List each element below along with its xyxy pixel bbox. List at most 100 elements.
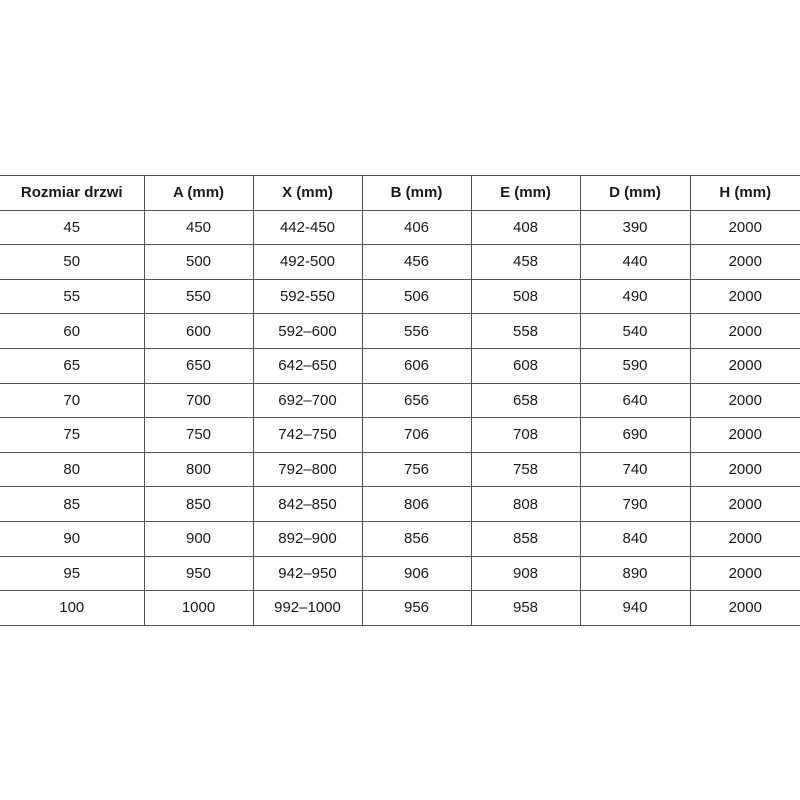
table-cell: 442-450 (252, 209, 363, 246)
table-cell: 906 (361, 555, 472, 592)
table-row: 65 650 642–650 606 608 590 2000 (0, 347, 800, 384)
table-header-row: Rozmiar drzwi A (mm) X (mm) B (mm) E (mm) D (… (0, 175, 800, 211)
table-row: 50 500 492-500 456 458 440 2000 (0, 244, 800, 280)
table-row: 100 1000 992–1000 956 958 940 2000 (0, 590, 800, 626)
table-cell: 2000 (689, 451, 800, 488)
table-cell: 592–600 (252, 313, 363, 349)
column-header: A (mm) (143, 175, 254, 211)
table-cell: 492-500 (252, 244, 363, 280)
column-header: E (mm) (470, 175, 581, 211)
table-cell: 506 (361, 278, 472, 315)
table-cell: 892–900 (252, 520, 363, 557)
table-cell: 80 (0, 451, 145, 488)
table-cell: 700 (143, 382, 254, 419)
table-cell: 740 (579, 451, 691, 488)
column-header: X (mm) (252, 175, 363, 211)
table-cell: 706 (361, 417, 472, 453)
table-cell: 2000 (689, 486, 800, 522)
table-cell: 65 (0, 347, 145, 384)
table-row: 55 550 592-550 506 508 490 2000 (0, 278, 800, 315)
table-row: 85 850 842–850 806 808 790 2000 (0, 486, 800, 522)
table-cell: 508 (470, 278, 581, 315)
table-cell: 2000 (689, 209, 800, 246)
table-cell: 55 (0, 278, 145, 315)
column-header: B (mm) (361, 175, 472, 211)
table-row: 75 750 742–750 706 708 690 2000 (0, 417, 800, 453)
table-row: 70 700 692–700 656 658 640 2000 (0, 382, 800, 419)
table-cell: 606 (361, 347, 472, 384)
table-cell: 692–700 (252, 382, 363, 419)
table-cell: 558 (470, 313, 581, 349)
table-cell: 456 (361, 244, 472, 280)
table-cell: 790 (579, 486, 691, 522)
table-cell: 850 (143, 486, 254, 522)
table-cell: 592-550 (252, 278, 363, 315)
table-cell: 992–1000 (252, 590, 363, 626)
table-cell: 2000 (689, 347, 800, 384)
table-cell: 556 (361, 313, 472, 349)
table-cell: 458 (470, 244, 581, 280)
table-cell: 75 (0, 417, 145, 453)
table-cell: 656 (361, 382, 472, 419)
table-cell: 440 (579, 244, 691, 280)
table-cell: 640 (579, 382, 691, 419)
table-cell: 2000 (689, 417, 800, 453)
table-cell: 650 (143, 347, 254, 384)
table-row: 80 800 792–800 756 758 740 2000 (0, 451, 800, 488)
table-cell: 50 (0, 244, 145, 280)
table-cell: 908 (470, 555, 581, 592)
table-cell: 792–800 (252, 451, 363, 488)
table-cell: 590 (579, 347, 691, 384)
table-cell: 750 (143, 417, 254, 453)
table-cell: 2000 (689, 278, 800, 315)
table-row: 95 950 942–950 906 908 890 2000 (0, 555, 800, 592)
table-cell: 808 (470, 486, 581, 522)
table-cell: 642–650 (252, 347, 363, 384)
table-cell: 1000 (143, 590, 254, 626)
table-cell: 100 (0, 590, 145, 626)
table-cell: 742–750 (252, 417, 363, 453)
table-cell: 45 (0, 209, 145, 246)
table-cell: 450 (143, 209, 254, 246)
table-cell: 406 (361, 209, 472, 246)
table-cell: 2000 (689, 555, 800, 592)
table-cell: 756 (361, 451, 472, 488)
table-cell: 956 (361, 590, 472, 626)
table-cell: 70 (0, 382, 145, 419)
table-cell: 958 (470, 590, 581, 626)
table-cell: 840 (579, 520, 691, 557)
table-cell: 858 (470, 520, 581, 557)
dimensions-table: Rozmiar drzwi A (mm) X (mm) B (mm) E (mm) D (… (0, 175, 800, 626)
table-cell: 806 (361, 486, 472, 522)
column-header: Rozmiar drzwi (0, 175, 145, 211)
table-cell: 490 (579, 278, 691, 315)
column-header: D (mm) (579, 175, 691, 211)
table-cell: 390 (579, 209, 691, 246)
table-cell: 2000 (689, 244, 800, 280)
table-cell: 758 (470, 451, 581, 488)
table-cell: 540 (579, 313, 691, 349)
table-cell: 708 (470, 417, 581, 453)
table-cell: 600 (143, 313, 254, 349)
table-row: 90 900 892–900 856 858 840 2000 (0, 520, 800, 557)
table-cell: 95 (0, 555, 145, 592)
table-cell: 942–950 (252, 555, 363, 592)
table-cell: 2000 (689, 313, 800, 349)
table-cell: 690 (579, 417, 691, 453)
table-cell: 550 (143, 278, 254, 315)
table-cell: 2000 (689, 520, 800, 557)
table-cell: 60 (0, 313, 145, 349)
table-cell: 2000 (689, 382, 800, 419)
table-cell: 408 (470, 209, 581, 246)
table-cell: 608 (470, 347, 581, 384)
table-cell: 856 (361, 520, 472, 557)
table-cell: 85 (0, 486, 145, 522)
column-header: H (mm) (689, 175, 800, 211)
table-cell: 2000 (689, 590, 800, 626)
table-cell: 950 (143, 555, 254, 592)
table-cell: 890 (579, 555, 691, 592)
table-cell: 658 (470, 382, 581, 419)
table-cell: 940 (579, 590, 691, 626)
table-cell: 500 (143, 244, 254, 280)
table-cell: 90 (0, 520, 145, 557)
